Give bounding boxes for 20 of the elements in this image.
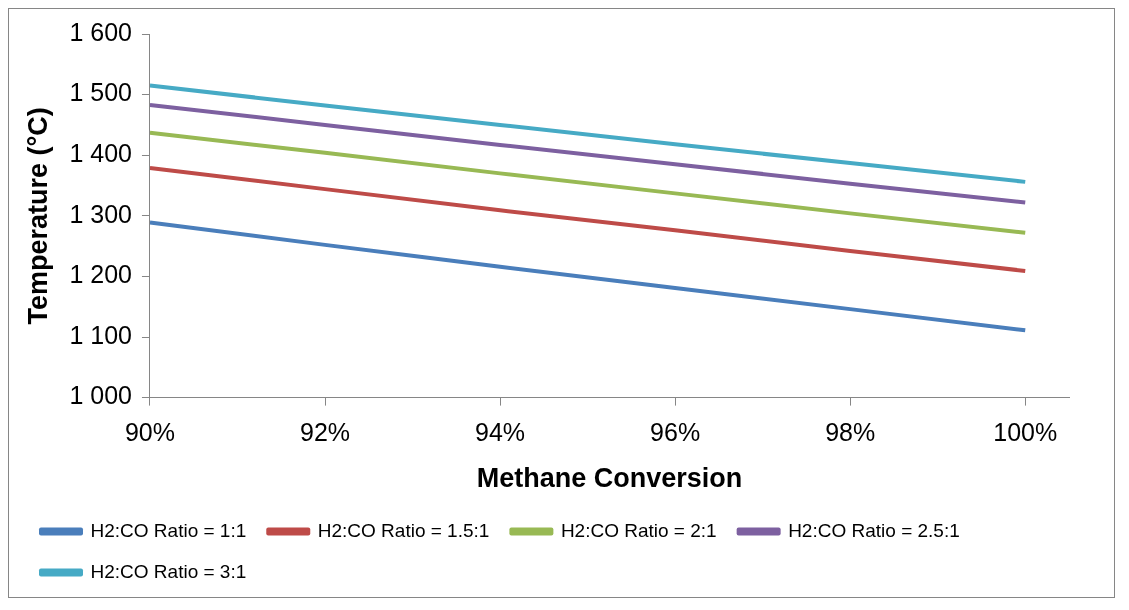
x-axis-title: Methane Conversion <box>476 463 743 494</box>
x-tick-label: 92% <box>299 418 351 447</box>
y-tick-label: 1 500 <box>69 78 132 107</box>
x-tick-label: 90% <box>124 418 175 447</box>
x-tick-label: 96% <box>650 418 701 447</box>
x-tick-label: 98% <box>825 418 876 447</box>
y-tick-label: 1 400 <box>69 139 132 168</box>
x-tick-label: 100% <box>993 418 1058 447</box>
legend-label: H2:CO Ratio = 1.5:1 <box>317 519 490 541</box>
legend-label: H2:CO Ratio = 2.5:1 <box>788 519 960 541</box>
y-axis-title: Temperature (°C) <box>22 107 53 325</box>
legend-label: H2:CO Ratio = 1:1 <box>90 519 247 541</box>
x-tick-label: 94% <box>475 418 526 447</box>
y-tick-label: 1 300 <box>69 199 132 228</box>
y-tick-label: 1 600 <box>69 17 132 46</box>
y-tick-label: 1 200 <box>69 260 132 289</box>
y-tick-label: 1 100 <box>69 320 132 349</box>
y-tick-label: 1 000 <box>69 381 132 410</box>
legend-label: H2:CO Ratio = 2:1 <box>560 519 717 541</box>
legend-label: H2:CO Ratio = 3:1 <box>90 560 247 582</box>
